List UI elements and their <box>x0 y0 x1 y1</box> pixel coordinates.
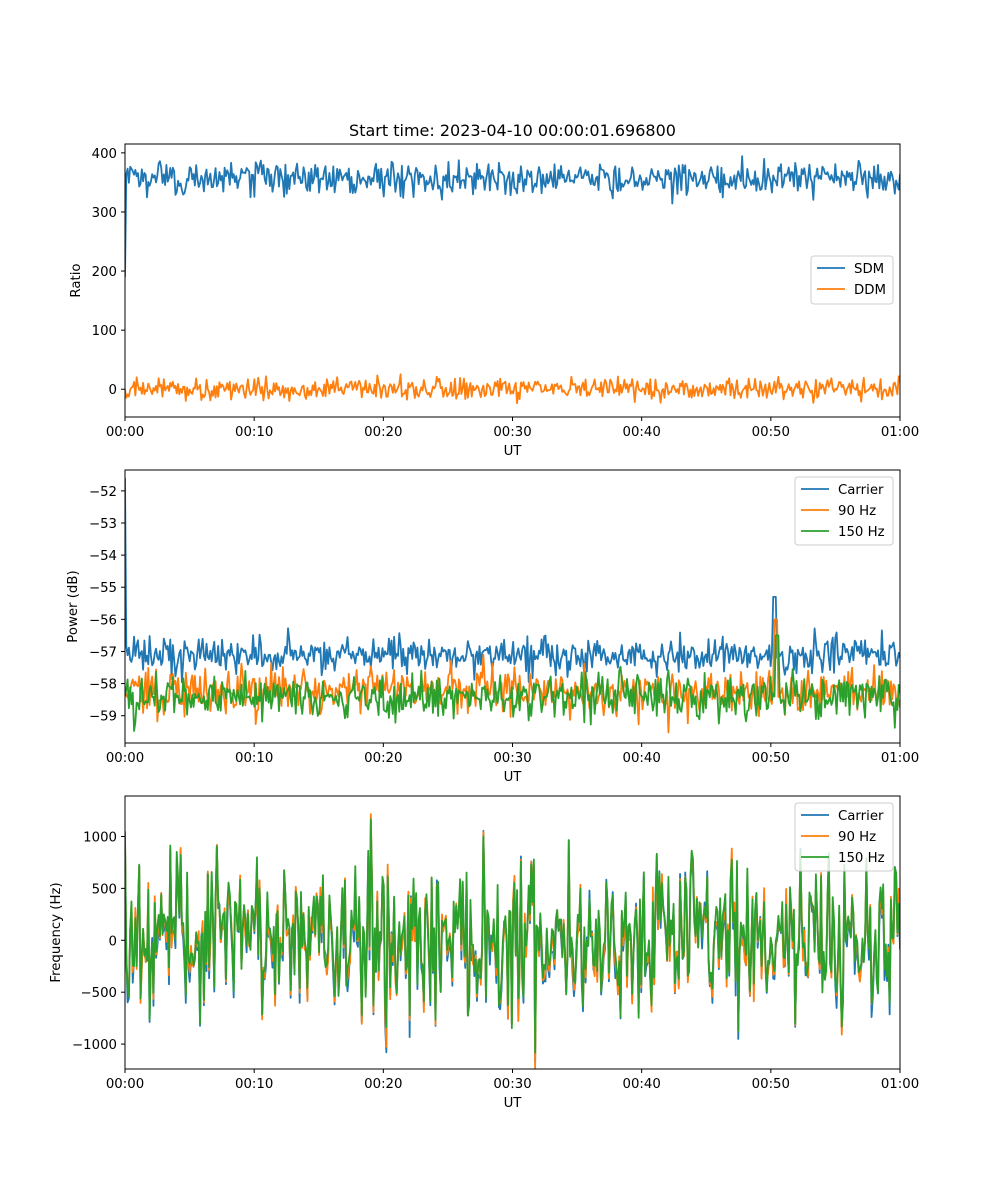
x-tick-label: 01:00 <box>881 751 919 766</box>
legend-entry: Carrier <box>838 483 884 498</box>
legend: Carrier 90 Hz 150 Hz <box>794 802 894 872</box>
x-tick-label: 00:00 <box>106 425 144 440</box>
legend-entry: 150 Hz <box>838 525 885 540</box>
y-tick-label: 100 <box>92 324 117 339</box>
y-tick-label: −59 <box>89 710 117 725</box>
y-tick-label: −53 <box>89 517 117 532</box>
y-tick-label: 0 <box>109 934 117 949</box>
y-tick-label: 300 <box>92 206 117 221</box>
x-tick-label: 00:00 <box>106 751 144 766</box>
legend-entry: SDM <box>854 262 884 277</box>
x-tick-label: 00:00 <box>106 1077 144 1092</box>
x-tick-label: 00:40 <box>623 425 661 440</box>
y-tick-label: 500 <box>92 882 117 897</box>
y-tick-label: 200 <box>92 265 117 280</box>
series-line-150-hz <box>125 634 900 732</box>
x-axis-label: UT <box>504 1096 523 1111</box>
y-tick-label: −58 <box>89 678 117 693</box>
legend: Carrier 90 Hz 150 Hz <box>794 476 894 546</box>
legend-entry: 90 Hz <box>838 830 876 845</box>
x-tick-label: 00:30 <box>493 1077 531 1092</box>
y-tick-label: −54 <box>89 549 117 564</box>
series-line-ddm <box>125 373 900 405</box>
x-tick-label: 00:20 <box>364 425 402 440</box>
legend: SDM DDM <box>810 255 894 305</box>
y-axis-label: Ratio <box>69 263 84 297</box>
x-tick-label: 00:50 <box>752 751 790 766</box>
legend-entry: 150 Hz <box>838 851 885 866</box>
x-tick-label: 01:00 <box>881 425 919 440</box>
y-tick-label: −56 <box>89 613 117 628</box>
chart-panel-1: 00:00 00:10 00:20 00:30 00:40 00:50 01:00 0 100 2… <box>69 121 919 459</box>
chart-panel-3: 00:00 00:10 00:20 00:30 00:40 00:50 01:00 −1000… <box>49 795 919 1111</box>
x-axis-label: UT <box>504 444 523 459</box>
x-tick-label: 00:20 <box>364 751 402 766</box>
legend-box <box>794 802 894 872</box>
y-tick-label: −55 <box>89 581 117 596</box>
legend-entry: DDM <box>854 283 886 298</box>
legend-entry: 90 Hz <box>838 504 876 519</box>
y-tick-label: 0 <box>109 383 117 398</box>
x-tick-label: 00:20 <box>364 1077 402 1092</box>
y-tick-label: −52 <box>89 485 117 500</box>
legend-entry: Carrier <box>838 809 884 824</box>
x-tick-label: 00:10 <box>235 425 273 440</box>
chart-panel-2: 00:00 00:10 00:20 00:30 00:40 00:50 01:00 −59 −5… <box>66 469 919 785</box>
x-tick-label: 00:40 <box>623 1077 661 1092</box>
x-tick-label: 00:40 <box>623 751 661 766</box>
y-tick-label: −1000 <box>72 1038 117 1053</box>
y-tick-label: 1000 <box>83 830 117 845</box>
x-tick-label: 00:50 <box>752 1077 790 1092</box>
y-axis-label: Frequency (Hz) <box>49 882 64 982</box>
series-line-90-hz <box>125 618 900 734</box>
y-tick-label: −57 <box>89 645 117 660</box>
x-tick-label: 00:10 <box>235 751 273 766</box>
x-tick-label: 01:00 <box>881 1077 919 1092</box>
legend-box <box>794 476 894 546</box>
x-axis-label: UT <box>504 770 523 785</box>
chart-title: Start time: 2023-04-10 00:00:01.696800 <box>349 121 676 140</box>
series-line-150-hz <box>125 818 900 1054</box>
x-tick-label: 00:30 <box>493 425 531 440</box>
series-line-carrier <box>125 478 900 684</box>
y-tick-label: −500 <box>80 986 117 1001</box>
x-tick-label: 00:10 <box>235 1077 273 1092</box>
y-tick-label: 400 <box>92 147 117 162</box>
y-axis-label: Power (dB) <box>66 570 81 642</box>
x-tick-label: 00:30 <box>493 751 531 766</box>
series-line-sdm <box>125 155 900 277</box>
x-tick-label: 00:50 <box>752 425 790 440</box>
